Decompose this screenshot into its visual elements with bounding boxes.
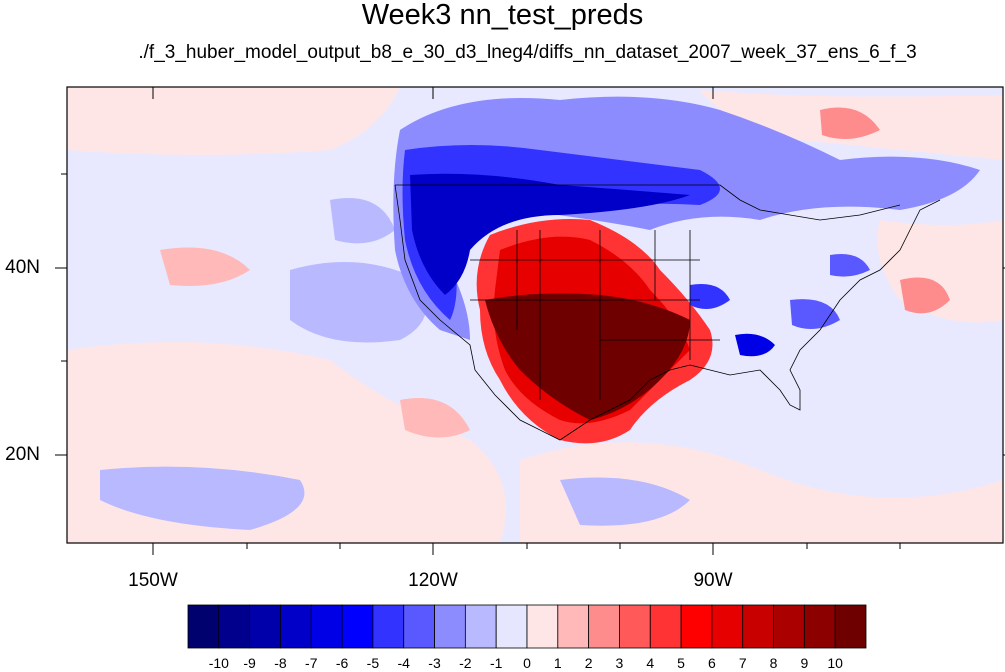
- colorbar-swatch: [218, 604, 251, 649]
- colorbar-label: 0: [523, 655, 531, 671]
- colorbar-label: -10: [208, 655, 229, 671]
- colorbar-label: -3: [428, 655, 441, 671]
- colorbar-label: 5: [677, 655, 685, 671]
- lat-label-40n: 40N: [5, 257, 40, 278]
- colorbar-label: 4: [646, 655, 655, 671]
- colorbar-swatch: [773, 604, 805, 649]
- colorbar-swatch: [649, 604, 682, 649]
- colorbar-swatch: [834, 604, 867, 649]
- colorbar-swatch: [495, 604, 528, 649]
- colorbar-swatch: [557, 604, 590, 649]
- lat-label-20n: 20N: [5, 444, 40, 465]
- lon-label-90w: 90W: [693, 570, 733, 591]
- colorbar-label: -7: [305, 655, 318, 671]
- colorbar-swatch: [403, 604, 435, 649]
- colorbar-label: 8: [769, 655, 778, 671]
- colorbar-label: 1: [553, 655, 562, 671]
- colorbar-label: 6: [708, 655, 716, 671]
- plot-title: Week3 nn_test_preds: [361, 0, 644, 31]
- colorbar-swatch: [372, 604, 405, 649]
- colorbar-label: -1: [489, 655, 503, 671]
- colorbar-swatch: [680, 604, 713, 649]
- colorbar-swatch: [341, 604, 374, 649]
- colorbar-swatch: [742, 604, 774, 649]
- colorbar-label: -5: [366, 655, 380, 671]
- colorbar-label: -4: [397, 655, 410, 671]
- colorbar-label: 9: [800, 655, 809, 671]
- axis-ticks: [55, 87, 1005, 555]
- lon-label-150w: 150W: [128, 570, 178, 591]
- map-field: [67, 87, 1003, 543]
- colorbar-swatch: [464, 604, 497, 649]
- colorbar-label: -6: [335, 655, 349, 671]
- coastlines: [394, 184, 941, 441]
- colorbar-label: 10: [827, 655, 843, 671]
- colorbar-label: 7: [738, 655, 747, 671]
- colorbar-swatch: [619, 604, 651, 649]
- colorbar-label: -9: [243, 655, 256, 671]
- colorbar-label: 2: [584, 655, 593, 671]
- colorbar-swatch: [280, 604, 312, 649]
- colorbar-swatch: [711, 604, 744, 649]
- colorbar-swatch: [310, 604, 343, 649]
- colorbar-swatch: [526, 604, 559, 649]
- colorbar-swatch: [187, 604, 220, 649]
- lon-label-120w: 120W: [408, 570, 458, 591]
- colorbar-label: -2: [459, 655, 472, 671]
- colorbar-swatch: [434, 604, 466, 649]
- colorbar-swatch: [803, 604, 836, 649]
- plot-subtitle: ./f_3_huber_model_output_b8_e_30_d3_lneg…: [138, 42, 917, 63]
- colorbar-swatch: [249, 604, 281, 649]
- colorbar-label: -8: [274, 655, 287, 671]
- colorbar-swatch: [588, 604, 620, 649]
- colorbar-label: 3: [615, 655, 624, 671]
